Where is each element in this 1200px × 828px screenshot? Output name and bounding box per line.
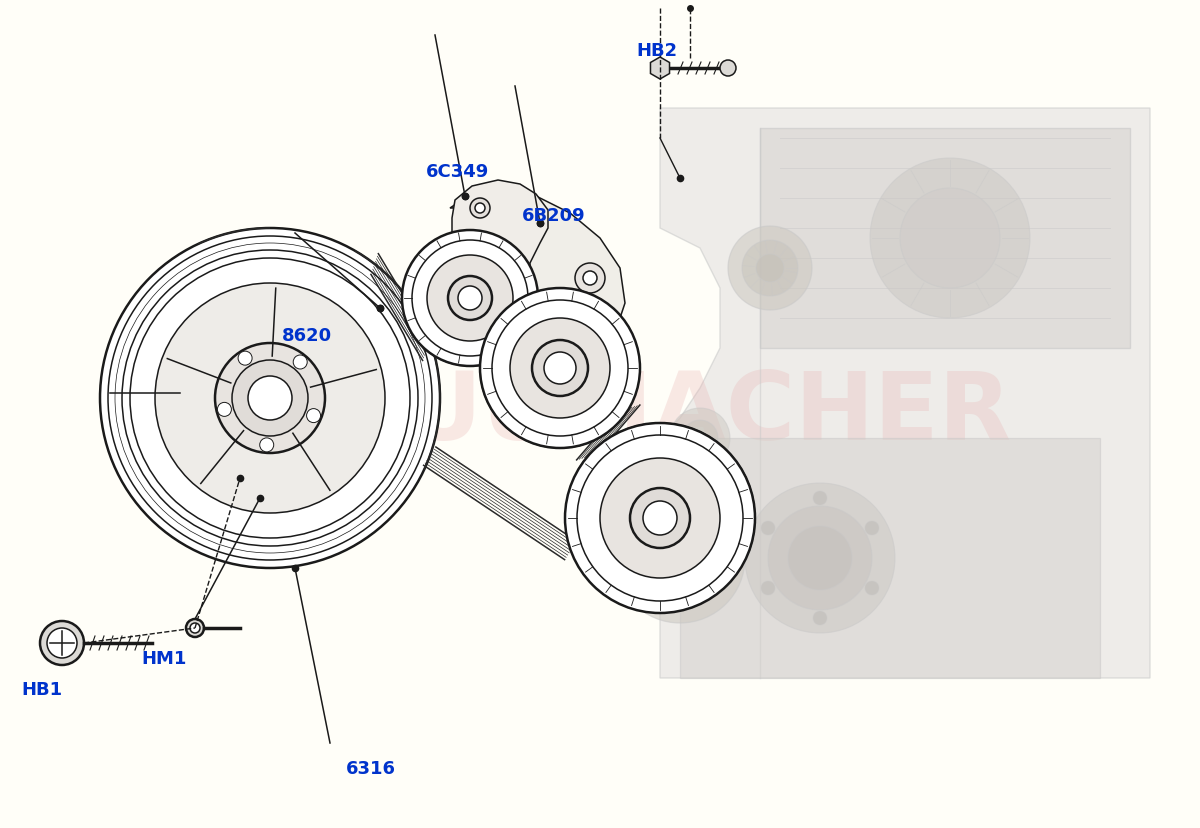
Circle shape: [761, 581, 775, 595]
Text: 6B209: 6B209: [522, 206, 586, 224]
Circle shape: [865, 581, 878, 595]
Circle shape: [402, 231, 538, 367]
Circle shape: [632, 510, 728, 606]
Circle shape: [217, 403, 232, 416]
Polygon shape: [650, 58, 670, 80]
Circle shape: [482, 207, 497, 221]
Circle shape: [186, 619, 204, 638]
Circle shape: [630, 489, 690, 548]
Circle shape: [745, 484, 895, 633]
Polygon shape: [760, 129, 1130, 349]
Circle shape: [900, 189, 1000, 289]
Circle shape: [865, 522, 878, 536]
Circle shape: [293, 355, 307, 369]
Circle shape: [643, 502, 677, 536]
Circle shape: [728, 227, 812, 310]
Circle shape: [682, 421, 718, 456]
Circle shape: [768, 507, 872, 610]
Circle shape: [720, 61, 736, 77]
Circle shape: [155, 284, 385, 513]
Circle shape: [870, 159, 1030, 319]
Circle shape: [600, 459, 720, 578]
Circle shape: [306, 409, 320, 423]
Circle shape: [40, 621, 84, 665]
Circle shape: [565, 423, 755, 614]
Circle shape: [814, 611, 827, 625]
Text: HM1: HM1: [142, 649, 187, 667]
Text: SCHUÚMACHER: SCHUÚMACHER: [188, 368, 1012, 460]
Circle shape: [248, 377, 292, 421]
Circle shape: [583, 272, 598, 286]
Circle shape: [756, 255, 784, 282]
Circle shape: [458, 286, 482, 310]
Circle shape: [742, 241, 798, 296]
Circle shape: [470, 199, 490, 219]
Circle shape: [238, 352, 252, 366]
Circle shape: [575, 263, 605, 294]
Polygon shape: [450, 189, 625, 387]
Circle shape: [650, 528, 710, 588]
Polygon shape: [660, 108, 1150, 678]
Text: HB2: HB2: [636, 42, 677, 60]
Circle shape: [788, 527, 852, 590]
Circle shape: [100, 229, 440, 568]
Text: 6316: 6316: [346, 759, 396, 777]
Polygon shape: [680, 439, 1100, 678]
Circle shape: [476, 200, 504, 228]
Circle shape: [190, 623, 200, 633]
Text: 6C349: 6C349: [426, 163, 490, 181]
Text: 8620: 8620: [282, 326, 332, 344]
Circle shape: [480, 289, 640, 449]
Circle shape: [544, 353, 576, 384]
Circle shape: [448, 277, 492, 320]
Text: HB1: HB1: [22, 680, 62, 698]
Circle shape: [670, 408, 730, 469]
Circle shape: [761, 522, 775, 536]
Circle shape: [616, 493, 745, 623]
Circle shape: [47, 628, 77, 658]
Circle shape: [427, 256, 514, 342]
Circle shape: [532, 340, 588, 397]
Circle shape: [215, 344, 325, 454]
Circle shape: [259, 438, 274, 452]
Circle shape: [814, 491, 827, 505]
Circle shape: [510, 319, 610, 418]
Circle shape: [475, 204, 485, 214]
Circle shape: [232, 360, 308, 436]
Polygon shape: [452, 181, 548, 349]
Text: ©: ©: [289, 454, 311, 474]
